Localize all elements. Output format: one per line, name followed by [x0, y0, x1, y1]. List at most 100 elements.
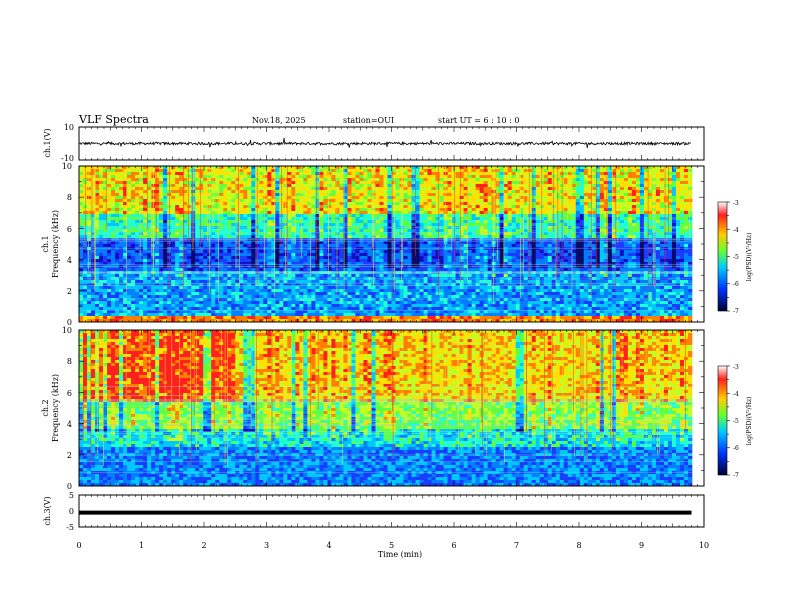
spectrogram-cell: [107, 229, 112, 233]
spectrogram-cell: [359, 235, 364, 239]
spectrogram-cell: [243, 235, 248, 239]
spectrogram-cell: [143, 238, 148, 242]
spectrogram-cell: [303, 187, 308, 191]
spectrogram-cell: [307, 319, 312, 323]
spectrogram-cell: [263, 235, 268, 239]
spectrogram-cell: [179, 184, 184, 188]
spectrogram-cell: [371, 313, 376, 317]
spectrogram-cell: [131, 301, 136, 305]
spectrogram-cell: [87, 307, 92, 311]
spectrogram-cell: [251, 187, 256, 191]
spectrogram-cell: [259, 205, 264, 209]
spectrogram-cell: [359, 202, 364, 206]
spectrogram-cell: [123, 301, 128, 305]
spectrogram-cell: [391, 199, 396, 203]
spectrogram-cell: [239, 196, 244, 200]
spectrogram-cell: [383, 286, 388, 290]
spectrogram-cell: [395, 256, 400, 260]
spectrogram-cell: [411, 232, 416, 236]
spectrogram-cell: [239, 250, 244, 254]
spectrogram-cell: [303, 286, 308, 290]
spectrogram-cell: [419, 193, 424, 197]
spectrogram-cell: [327, 202, 332, 206]
spectrogram-cell: [415, 193, 420, 197]
spectrogram-cell: [415, 310, 420, 314]
spectrogram-cell: [263, 295, 268, 299]
spectrogram-cell: [195, 175, 200, 179]
spectrogram-cell: [83, 217, 88, 221]
spectrogram-cell: [335, 280, 340, 284]
spectrogram-cell: [119, 250, 124, 254]
spectrogram-cell: [191, 211, 196, 215]
spectrogram-cell: [127, 184, 132, 188]
spectrogram-cell: [159, 187, 164, 191]
spectrogram-cell: [291, 238, 296, 242]
spectrogram-cell: [227, 301, 232, 305]
spectrogram-cell: [91, 316, 96, 320]
spectrogram-cell: [435, 295, 440, 299]
spectrogram-cell: [227, 256, 232, 260]
spectrogram-cell: [127, 208, 132, 212]
spectrogram-cell: [119, 172, 124, 176]
spectrogram-cell: [399, 223, 404, 227]
spectrogram-cell: [139, 244, 144, 248]
spectrogram-cell: [363, 283, 368, 287]
spectrogram-cell: [179, 250, 184, 254]
spectrogram-cell: [195, 238, 200, 242]
spectrogram-cell: [263, 247, 268, 251]
spectrogram-cell: [351, 202, 356, 206]
spectrogram-cell: [179, 247, 184, 251]
spectrogram-cell: [99, 286, 104, 290]
spectrogram-cell: [243, 253, 248, 257]
spectrogram-cell: [135, 172, 140, 176]
spectrogram-cell: [175, 259, 180, 263]
spectrogram-cell: [83, 235, 88, 239]
spectrogram-cell: [251, 229, 256, 233]
spectrogram-cell: [415, 283, 420, 287]
spectrogram-cell: [187, 223, 192, 227]
spectrogram-cell: [443, 298, 448, 302]
spectrogram-cell: [423, 250, 428, 254]
spectrogram-cell: [347, 319, 352, 323]
spectrogram-cell: [363, 292, 368, 296]
spectrogram-cell: [95, 310, 100, 314]
spectrogram-cell: [179, 178, 184, 182]
spectrogram-cell: [247, 247, 252, 251]
spectrogram-cell: [119, 205, 124, 209]
spectrogram-cell: [323, 259, 328, 263]
spectrogram-cell: [95, 262, 100, 266]
spectrogram-cell: [427, 307, 432, 311]
spectrogram-cell: [367, 241, 372, 245]
spectrogram-cell: [171, 238, 176, 242]
spectrogram-cell: [319, 166, 324, 170]
spectrogram-cell: [251, 172, 256, 176]
spectrogram-cell: [91, 187, 96, 191]
spectrogram-cell: [183, 262, 188, 266]
spectrogram-cell: [127, 247, 132, 251]
spectrogram-cell: [135, 199, 140, 203]
spectrogram-cell: [379, 217, 384, 221]
spectrogram-cell: [267, 319, 272, 323]
spectrogram-cell: [179, 205, 184, 209]
spectrogram-cell: [175, 283, 180, 287]
spectrogram-cell: [131, 196, 136, 200]
spectrogram-cell: [195, 217, 200, 221]
spectrogram-cell: [347, 235, 352, 239]
spectrogram-cell: [431, 256, 436, 260]
spectrogram-cell: [143, 211, 148, 215]
spectrogram-cell: [159, 202, 164, 206]
spectrogram-cell: [103, 304, 108, 308]
spectrogram-cell: [179, 268, 184, 272]
spectrogram-cell: [163, 169, 168, 173]
spectrogram-cell: [423, 208, 428, 212]
spectrogram-cell: [283, 313, 288, 317]
spectrogram-cell: [355, 301, 360, 305]
spectrogram-cell: [415, 169, 420, 173]
spectrogram-cell: [135, 205, 140, 209]
spectrogram-cell: [191, 178, 196, 182]
spectrogram-cell: [311, 298, 316, 302]
spectrogram-cell: [395, 313, 400, 317]
spectrogram-cell: [403, 319, 408, 323]
spectrogram-cell: [411, 211, 416, 215]
